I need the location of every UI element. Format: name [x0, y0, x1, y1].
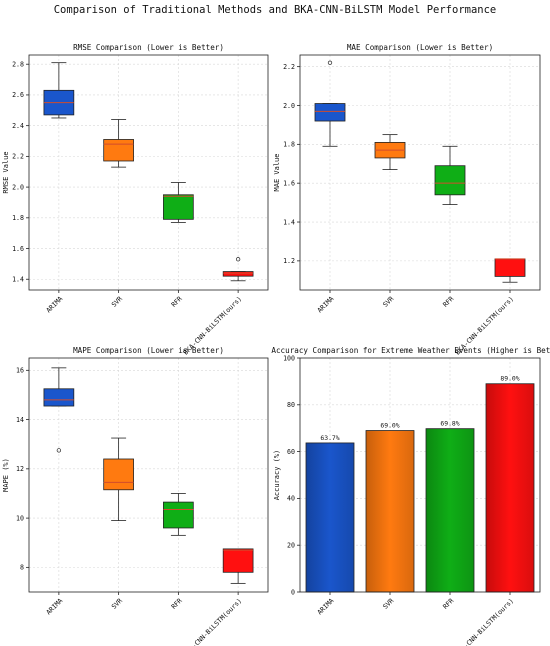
- y-tick-label: 2.4: [12, 122, 24, 130]
- box-svr: [374, 134, 406, 170]
- y-tick-label: 20: [287, 542, 295, 550]
- box-iqr: [314, 103, 346, 122]
- y-axis-label: Accuracy (%): [273, 450, 281, 501]
- y-tick-label: 1.6: [12, 245, 24, 253]
- y-tick-label: 1.4: [283, 218, 295, 226]
- y-tick-label: 2.0: [283, 102, 295, 110]
- panel-2: MAE Comparison (Lower is Better) 1.2 1.4 1.…: [273, 43, 541, 357]
- y-axis-label: MAPE (%): [2, 458, 10, 492]
- axes-frame: [299, 357, 541, 593]
- y-tick-label: 14: [16, 416, 24, 424]
- bar-value-label: 69.0%: [380, 422, 399, 430]
- box-bka-cnn-bilstm-ours-: [222, 257, 254, 282]
- box-iqr: [103, 139, 134, 162]
- y-tick-label: 8: [20, 564, 24, 572]
- box-iqr: [494, 258, 526, 277]
- x-tick-label: SVR: [381, 295, 395, 309]
- y-tick-label: 40: [287, 495, 295, 503]
- x-tick-label: ARIMA: [45, 295, 65, 315]
- x-tick-label: RFR: [170, 597, 184, 611]
- y-axis-label: MAE Value: [273, 154, 281, 192]
- panel-4: Accuracy Comparison for Extreme Weather …: [271, 346, 550, 646]
- panel-title: MAE Comparison (Lower is Better): [347, 43, 493, 52]
- panel-title: Accuracy Comparison for Extreme Weather …: [271, 346, 550, 355]
- y-tick-label: 0: [291, 588, 295, 596]
- box-svr: [103, 437, 134, 521]
- axes-frame: [299, 54, 541, 291]
- x-tick-label: SVR: [110, 295, 124, 309]
- y-tick-label: 100: [283, 354, 295, 362]
- y-tick-label: 16: [16, 367, 24, 375]
- y-tick-label: 12: [16, 465, 24, 473]
- box-rfr: [163, 493, 194, 536]
- x-tick-label: RFR: [441, 597, 455, 611]
- box-bka-cnn-bilstm-ours-: [494, 258, 526, 283]
- box-rfr: [163, 182, 194, 223]
- panel-title: MAPE Comparison (Lower is Better): [73, 346, 224, 355]
- y-tick-label: 2.2: [12, 153, 24, 161]
- x-tick-label: RFR: [441, 295, 455, 309]
- figure-title: Comparison of Traditional Methods and BK…: [54, 4, 497, 16]
- bar-value-label: 63.7%: [320, 434, 339, 442]
- panel-3: MAPE Comparison (Lower is Better) 8 10 12 14…: [2, 346, 269, 646]
- box-bka-cnn-bilstm-ours-: [222, 548, 254, 584]
- box-iqr: [163, 194, 194, 220]
- outlier-point: [327, 60, 333, 65]
- y-tick-label: 2.0: [12, 183, 24, 191]
- y-tick-label: 2.6: [12, 91, 24, 99]
- y-tick-label: 1.8: [283, 141, 295, 149]
- x-tick-label: SVR: [110, 597, 124, 611]
- y-tick-label: 1.4: [12, 276, 24, 284]
- axes-frame: [28, 357, 269, 593]
- panel-1: RMSE Comparison (Lower is Better) 1.4 1.6 1…: [2, 43, 269, 357]
- bar-arima: [305, 442, 355, 593]
- box-arima: [43, 62, 75, 119]
- x-tick-label: SVR: [381, 597, 395, 611]
- outlier-point: [235, 257, 241, 262]
- axes-frame: [28, 54, 269, 291]
- box-svr: [103, 119, 134, 168]
- bar-value-label: 69.8%: [440, 420, 459, 428]
- x-tick-label: RFR: [170, 295, 184, 309]
- y-tick-label: 1.6: [283, 179, 295, 187]
- box-rfr: [434, 145, 466, 205]
- x-tick-label: ARIMA: [316, 597, 336, 617]
- y-tick-label: 10: [16, 514, 24, 522]
- bar-rfr: [425, 428, 475, 593]
- box-iqr: [163, 501, 194, 529]
- box-arima: [314, 60, 346, 147]
- y-axis-label: RMSE Value: [2, 151, 10, 193]
- box-iqr: [103, 458, 134, 491]
- outlier-point: [56, 448, 62, 453]
- bar-value-label: 89.0%: [500, 375, 519, 383]
- y-tick-label: 60: [287, 448, 295, 456]
- box-iqr: [222, 271, 254, 277]
- y-tick-label: 2.2: [283, 63, 295, 71]
- bar-svr: [365, 430, 415, 593]
- x-tick-label: ARIMA: [45, 597, 65, 617]
- y-tick-label: 1.8: [12, 214, 24, 222]
- y-tick-label: 2.8: [12, 61, 24, 69]
- y-tick-label: 1.2: [283, 257, 295, 265]
- box-iqr: [434, 165, 466, 196]
- panel-title: RMSE Comparison (Lower is Better): [73, 43, 224, 52]
- box-arima: [43, 367, 75, 453]
- y-tick-label: 80: [287, 401, 295, 409]
- box-iqr: [222, 548, 254, 573]
- bar-bka-cnn-bilstm-ours-: [485, 383, 535, 593]
- x-tick-label: BKA-CNN-BiLSTM(ours): [182, 597, 244, 646]
- box-iqr: [43, 388, 75, 407]
- x-tick-label: ARIMA: [316, 295, 336, 315]
- x-tick-label: BKA-CNN-BiLSTM(ours): [454, 597, 516, 646]
